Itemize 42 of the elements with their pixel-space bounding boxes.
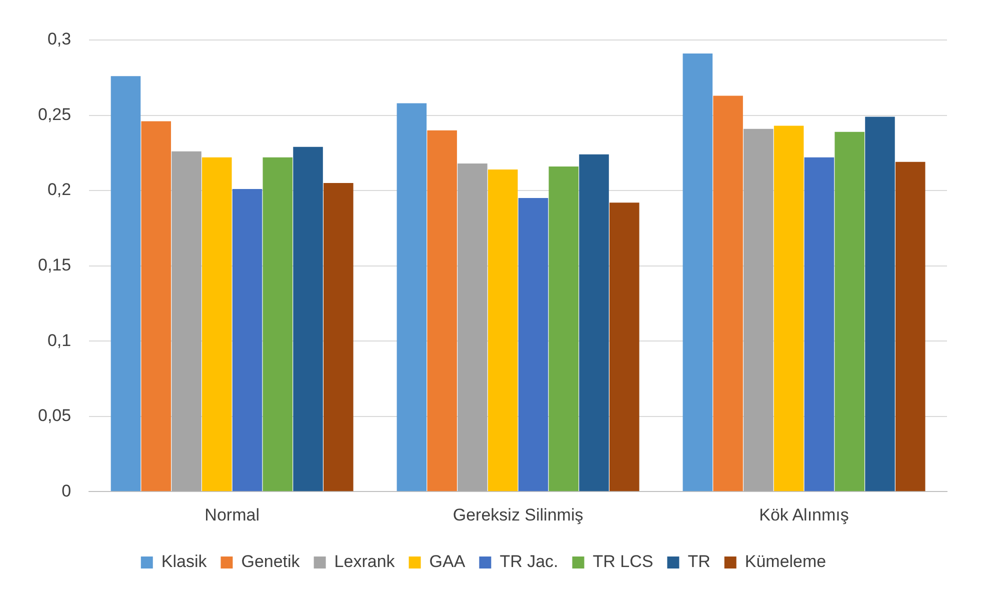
- bar: [396, 103, 427, 492]
- bar: [834, 132, 864, 492]
- y-tick-label: 0,05: [38, 406, 72, 426]
- legend-label: Kümeleme: [744, 552, 826, 572]
- bar: [682, 54, 713, 492]
- bar: [202, 157, 232, 492]
- x-tick-label: Gereksiz Silinmiş: [452, 505, 584, 524]
- y-tick-label: 0,1: [47, 330, 72, 350]
- legend-label: Lexrank: [334, 552, 396, 572]
- y-tick-label: 0,3: [47, 30, 72, 49]
- x-tick-label: Kök Alınmış: [759, 505, 849, 524]
- legend-label: Klasik: [161, 552, 208, 572]
- legend-label: TR Jac.: [500, 552, 558, 572]
- bar: [110, 76, 141, 492]
- bar: [548, 166, 579, 492]
- legend-label: TR LCS: [592, 552, 654, 572]
- bar: [744, 128, 774, 492]
- bar: [232, 189, 262, 492]
- bar: [865, 116, 895, 492]
- bar: [774, 126, 804, 492]
- y-tick-label: 0,15: [38, 255, 72, 274]
- bar: [141, 121, 171, 492]
- bar: [293, 146, 323, 492]
- legend-label: GAA: [429, 552, 466, 572]
- legend-label: TR: [688, 552, 710, 572]
- bar: [458, 163, 488, 492]
- bar: [895, 162, 926, 492]
- bar: [713, 96, 743, 492]
- y-tick-label: 0,2: [47, 180, 72, 200]
- bar: [579, 154, 609, 492]
- bar: [262, 157, 293, 492]
- bar: [610, 202, 640, 492]
- y-tick-label: 0,25: [38, 104, 72, 124]
- bar: [324, 183, 354, 492]
- x-tick-label: Normal: [204, 505, 260, 524]
- y-tick-label: 0: [62, 481, 72, 500]
- bar: [804, 157, 834, 492]
- legend-label: Genetik: [241, 552, 300, 572]
- bar: [488, 169, 518, 492]
- bar: [518, 198, 548, 492]
- bar: [172, 151, 202, 492]
- bar: [427, 130, 457, 492]
